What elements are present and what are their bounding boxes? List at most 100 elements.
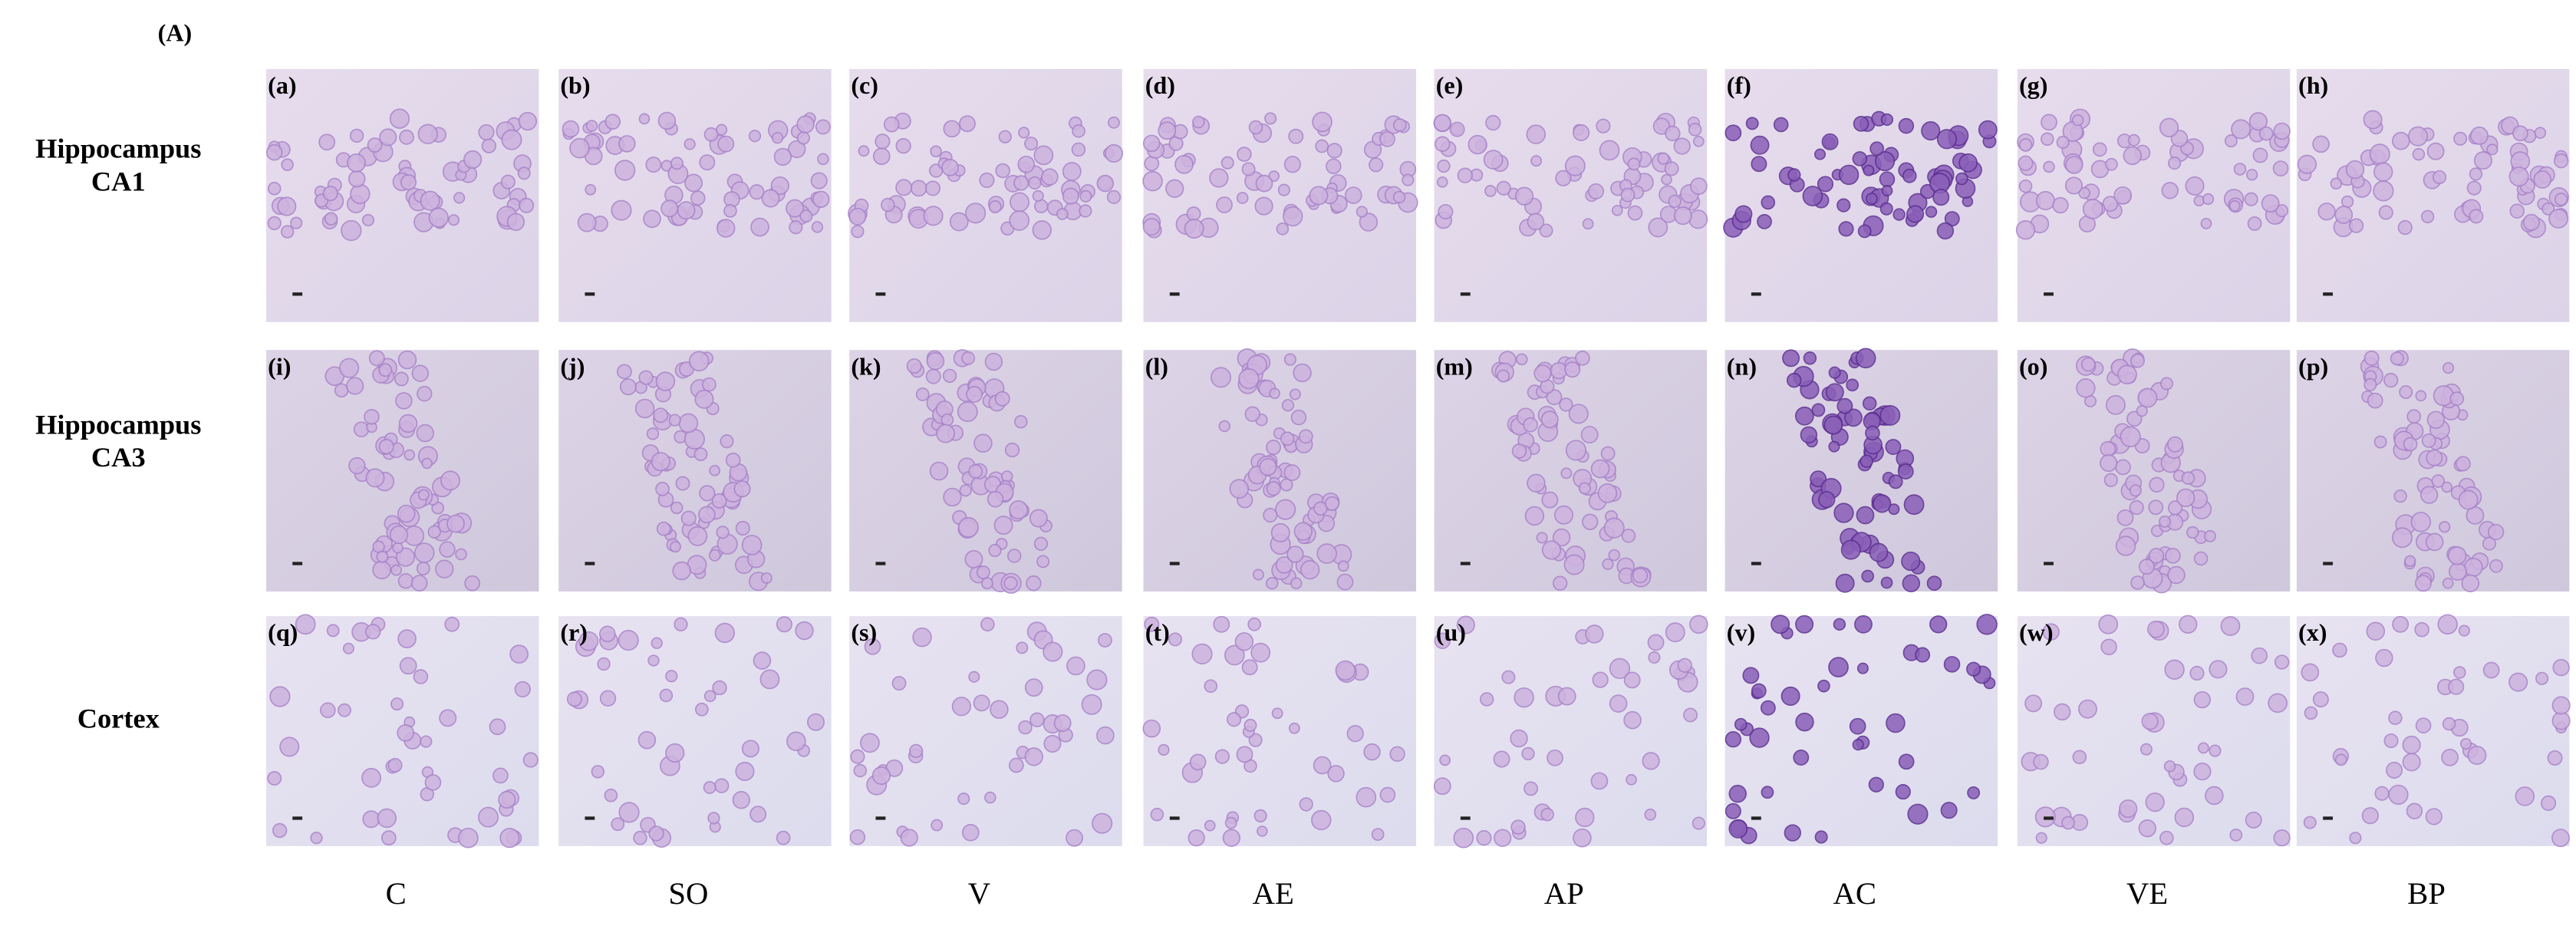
cell xyxy=(2147,620,2165,638)
cell xyxy=(2119,799,2138,819)
micrograph-background xyxy=(1434,616,1708,846)
cell xyxy=(1724,803,1741,819)
cell xyxy=(1728,784,1747,803)
cell xyxy=(678,413,699,433)
cell xyxy=(1541,491,1559,509)
micrograph xyxy=(558,616,832,848)
scale-bar xyxy=(292,562,303,565)
cell xyxy=(591,765,605,779)
cell xyxy=(1281,399,1295,412)
cell xyxy=(895,179,913,196)
cell xyxy=(1476,830,1492,846)
micrograph xyxy=(1724,614,1998,846)
cell xyxy=(1257,826,1268,837)
cell xyxy=(2159,830,2174,845)
cell xyxy=(2426,410,2446,430)
cell xyxy=(2061,816,2075,830)
panel-sublabel: (v) xyxy=(1727,618,1755,646)
cell xyxy=(2228,199,2241,212)
cell xyxy=(786,199,805,218)
cell xyxy=(1326,158,1342,175)
column-label: C xyxy=(386,876,407,911)
cell xyxy=(604,114,621,130)
cell xyxy=(883,116,900,133)
cell xyxy=(2116,509,2134,526)
cell xyxy=(1578,482,1591,495)
cell xyxy=(376,550,389,563)
cell xyxy=(2425,532,2444,552)
cell xyxy=(2406,409,2422,424)
cell xyxy=(2334,753,2347,766)
cell xyxy=(1234,632,1254,651)
cell xyxy=(1782,349,1800,367)
cell xyxy=(2123,146,2142,166)
cell xyxy=(2466,180,2482,196)
cell xyxy=(281,158,294,171)
cell xyxy=(1024,678,1043,697)
cell xyxy=(864,638,881,655)
cell xyxy=(2551,711,2571,730)
cell xyxy=(1728,819,1748,839)
cell xyxy=(611,199,632,221)
cell xyxy=(1514,687,1534,708)
cell xyxy=(980,617,995,632)
cell xyxy=(2488,523,2505,541)
cell xyxy=(1862,396,1877,411)
cell xyxy=(1433,777,1451,796)
cell xyxy=(2349,832,2362,845)
cell xyxy=(1750,135,1770,155)
cell xyxy=(492,767,509,784)
cell xyxy=(646,427,660,440)
cell xyxy=(349,128,364,143)
scale-bar xyxy=(875,292,886,296)
cell xyxy=(2449,562,2467,581)
cell xyxy=(1277,183,1290,196)
cell xyxy=(421,457,433,470)
cell xyxy=(413,669,429,684)
micrograph xyxy=(1434,350,1708,592)
panel-sublabel: (r) xyxy=(560,618,588,646)
cell xyxy=(1901,551,1921,572)
cell xyxy=(1855,348,1876,369)
cell xyxy=(714,778,730,793)
cell xyxy=(463,150,483,170)
micrograph xyxy=(2015,68,2291,322)
cell xyxy=(672,561,691,581)
cell xyxy=(891,676,907,691)
cell xyxy=(428,207,449,228)
cell xyxy=(1557,687,1576,706)
cell xyxy=(1000,470,1013,483)
cell xyxy=(1209,168,1229,188)
cell xyxy=(716,526,730,539)
cell xyxy=(2078,186,2091,199)
cell xyxy=(1389,746,1405,762)
cell xyxy=(2551,829,2570,848)
cell xyxy=(1497,369,1510,383)
cell xyxy=(1784,824,1801,842)
cell xyxy=(365,624,381,640)
cell xyxy=(1293,522,1313,541)
cell xyxy=(1644,808,1657,821)
cell xyxy=(1032,190,1044,202)
cell xyxy=(2458,489,2479,510)
cell xyxy=(1521,746,1535,761)
cell xyxy=(353,421,370,437)
cell xyxy=(1439,754,1451,766)
cell xyxy=(709,464,721,476)
cell xyxy=(1575,351,1590,366)
cell xyxy=(2442,717,2456,731)
cell xyxy=(1263,507,1278,523)
cell xyxy=(810,172,828,190)
cell xyxy=(1734,717,1748,731)
micrograph-background xyxy=(2017,68,2291,322)
cell xyxy=(2461,574,2480,592)
cell xyxy=(941,159,959,176)
panel-sublabel: (g) xyxy=(2019,71,2047,99)
cell xyxy=(1580,426,1599,444)
cell xyxy=(1266,576,1279,590)
cell xyxy=(2258,126,2274,141)
cell xyxy=(2035,832,2047,844)
cell xyxy=(1033,145,1054,166)
cell xyxy=(795,621,814,641)
